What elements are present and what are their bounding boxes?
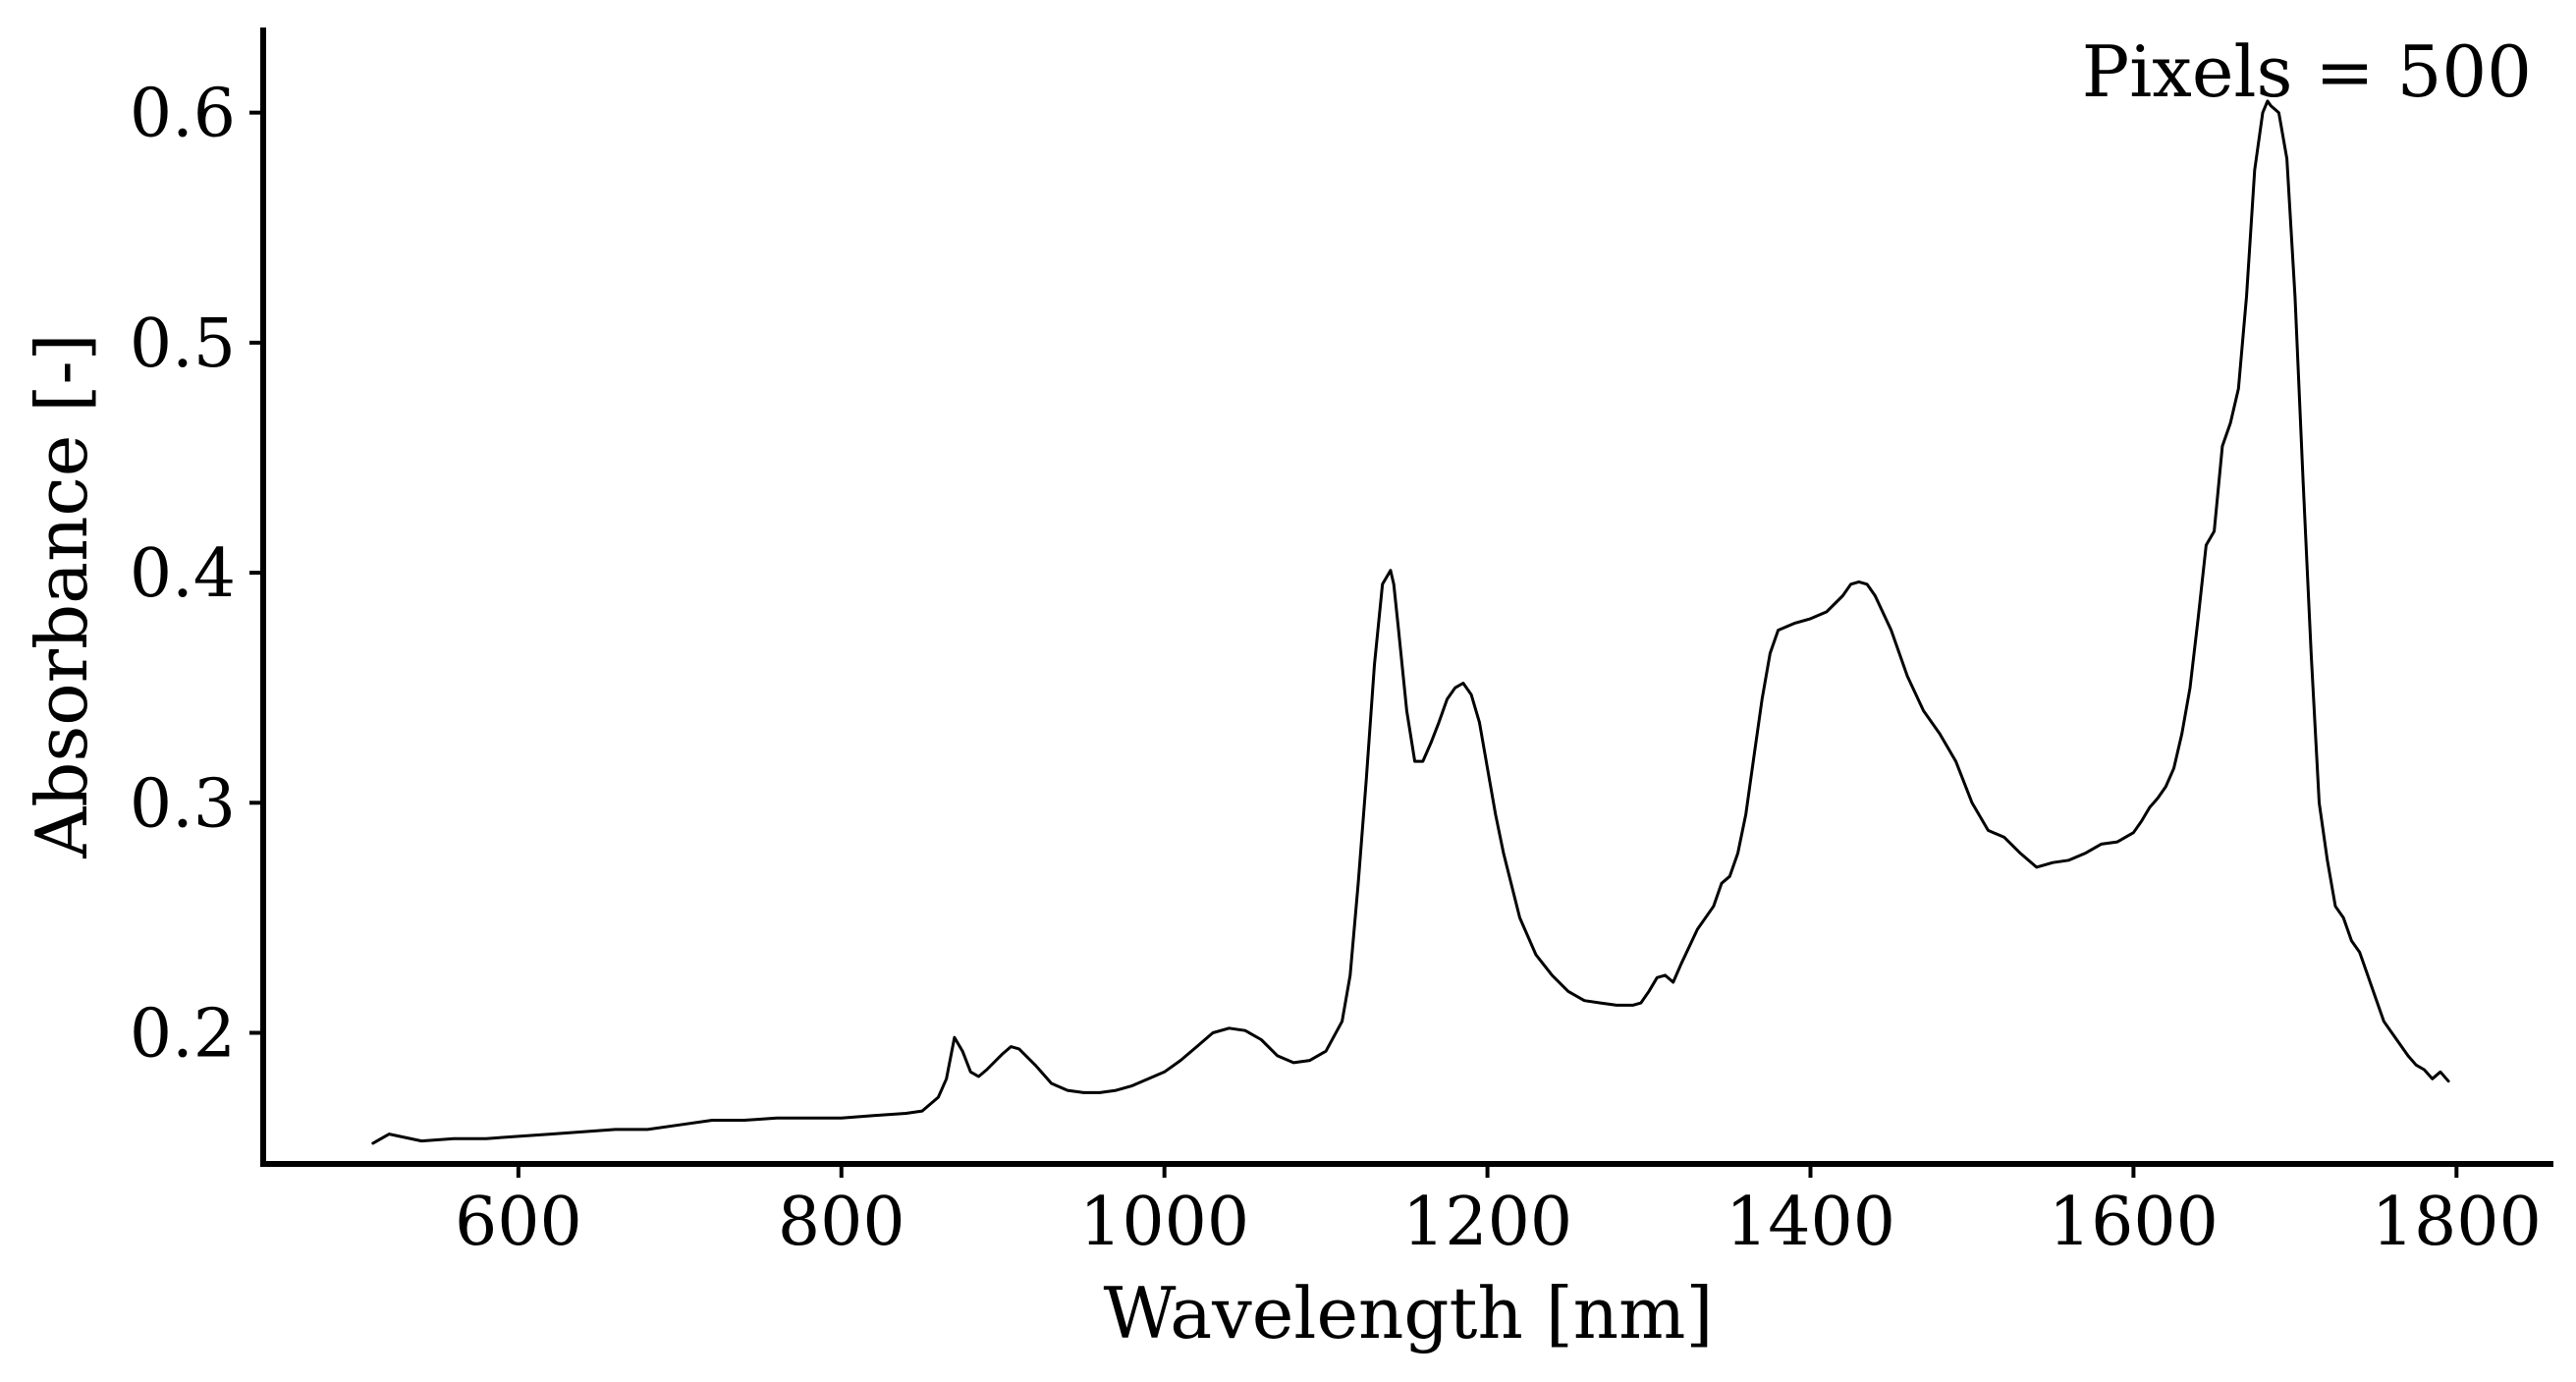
x-tick-label: 1400: [1726, 1184, 1895, 1261]
series-line: [371, 99, 2450, 1145]
y-axis-title: Absorbance [-]: [21, 333, 103, 859]
x-tick-label: 800: [778, 1184, 905, 1261]
x-tick-label: 1200: [1402, 1184, 1572, 1261]
y-tick-label: 0.4: [130, 535, 236, 613]
y-axis-ticks: 0.2 0.3 0.4 0.5 0.6: [130, 76, 263, 1074]
y-tick-label: 0.2: [130, 996, 236, 1074]
x-tick-label: 1000: [1079, 1184, 1249, 1261]
x-tick-label: 1800: [2372, 1184, 2542, 1261]
x-tick-label: 1600: [2049, 1184, 2219, 1261]
x-axis-title: Wavelength [nm]: [1103, 1272, 1713, 1354]
pixels-annotation: Pixels = 500: [2082, 30, 2532, 113]
x-tick-label: 600: [455, 1184, 582, 1261]
y-tick-label: 0.6: [130, 76, 236, 153]
y-tick-label: 0.3: [130, 765, 236, 843]
x-axis-ticks: 600 800 1000 1200 1400 1600 1800: [455, 1164, 2542, 1261]
y-tick-label: 0.5: [130, 305, 236, 383]
